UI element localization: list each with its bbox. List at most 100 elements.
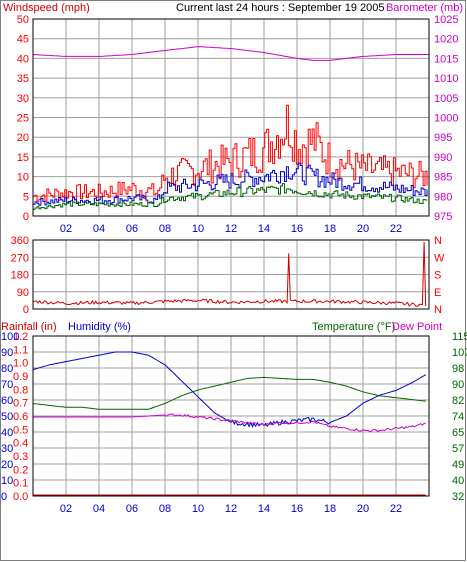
wind-direction-line — [32, 241, 427, 308]
x-tick-label: 04 — [93, 503, 105, 515]
rainfall-tick-label: 0.1 — [13, 478, 28, 490]
x-tick-label: 12 — [225, 223, 237, 235]
windspeed-tick-label: 35 — [17, 73, 29, 85]
temperature-tick-label: 40 — [452, 475, 464, 487]
rainfall-tick-label: 0.7 — [13, 398, 28, 410]
compass-tick-label: W — [434, 252, 445, 264]
barometer-tick-label: 1010 — [434, 73, 458, 85]
temperature-line — [32, 376, 426, 410]
dewpoint-line — [33, 413, 426, 433]
direction-tick-label: 270 — [11, 252, 29, 264]
barometer-tick-label: 1015 — [434, 53, 458, 65]
rainfall-tick-label: 0.2 — [13, 464, 28, 476]
humidity-tick-label: 80 — [1, 363, 13, 375]
temperature-tick-label: 65 — [452, 427, 464, 439]
rainfall-tick-label: 0.8 — [13, 384, 28, 396]
humidity-tick-label: 60 — [1, 395, 13, 407]
x-tick-label: 20 — [357, 223, 369, 235]
temperature-tick-label: 98 — [452, 363, 464, 375]
compass-tick-label: S — [434, 270, 441, 282]
humidity-tick-label: 30 — [1, 443, 13, 455]
rainfall-tick-label: 0.5 — [13, 424, 28, 436]
panel1-series — [32, 46, 429, 210]
windspeed-tick-label: 50 — [17, 14, 29, 26]
chart-title: Current last 24 hours : September 19 200… — [176, 2, 385, 14]
barometer-tick-label: 1005 — [434, 93, 458, 105]
direction-tick-label: 180 — [11, 270, 29, 282]
wind-gust-line — [33, 104, 428, 202]
x-tick-label: 06 — [126, 503, 138, 515]
x-tick-label: 08 — [159, 503, 171, 515]
temperature-axis-title: Temperature (°F) — [312, 321, 395, 333]
panel2-frame — [32, 239, 430, 310]
barometer-tick-label: 985 — [434, 172, 452, 184]
x-tick-label: 20 — [357, 503, 369, 515]
windspeed-tick-label: 25 — [17, 113, 29, 125]
temperature-tick-label: 82 — [452, 395, 464, 407]
direction-tick-label: 0 — [23, 304, 29, 316]
windspeed-tick-label: 30 — [17, 93, 29, 105]
x-tick-label: 16 — [291, 223, 303, 235]
humidity-tick-label: 10 — [1, 475, 13, 487]
temperature-tick-label: 49 — [452, 459, 464, 471]
x-tick-label: 14 — [258, 503, 270, 515]
humidity-axis-title: Humidity (%) — [68, 321, 131, 333]
rainfall-tick-label: 0.9 — [13, 371, 28, 383]
panel3-rainfall-ticks: 0.00.1 0.20.30.4 0.50.60.7 0.80.91.0 1.11.2 — [13, 331, 28, 503]
direction-tick-label: 360 — [11, 235, 29, 247]
windspeed-tick-label: 15 — [17, 152, 29, 164]
humidity-tick-label: 100 — [1, 331, 19, 343]
rainfall-tick-label: 1.0 — [13, 358, 28, 370]
barometer-tick-label: 1025 — [434, 14, 458, 26]
panel1-gridlines — [33, 18, 429, 217]
wind-speed-line — [33, 162, 428, 206]
compass-tick-label: N — [434, 304, 442, 316]
barometer-tick-label: 980 — [434, 191, 452, 203]
panel3-humidity-ticks: 0 10 20 30 40 50 60 70 80 90 100 — [1, 331, 19, 503]
windspeed-axis-title: Windspeed (mph) — [3, 2, 90, 14]
x-tick-label: 14 — [258, 223, 270, 235]
rainfall-tick-label: 0.3 — [13, 451, 28, 463]
temperature-tick-label: 107 — [452, 347, 467, 359]
windspeed-tick-label: 45 — [17, 34, 29, 46]
humidity-tick-label: 50 — [1, 411, 13, 423]
x-tick-label: 02 — [60, 503, 72, 515]
x-tick-label: 12 — [225, 503, 237, 515]
humidity-tick-label: 40 — [1, 427, 13, 439]
humidity-tick-label: 90 — [1, 347, 13, 359]
panel1-barometer-ticks: 975 980 985 990 995 1000 1005 1010 1015 1020 1025 — [434, 14, 458, 223]
panel3-temperature-ticks: 32 40 49 57 65 74 82 90 98 107 115 — [452, 331, 467, 503]
humidity-tick-label: 70 — [1, 379, 13, 391]
compass-tick-label: E — [434, 287, 441, 299]
panel3-gridlines — [33, 335, 429, 497]
rainfall-tick-label: 0.6 — [13, 411, 28, 423]
panel3-frame — [32, 335, 430, 497]
x-tick-label: 18 — [324, 223, 336, 235]
barometer-line — [32, 46, 429, 61]
x-tick-label: 10 — [192, 503, 204, 515]
windspeed-tick-label: 0 — [23, 211, 29, 223]
x-tick-label: 18 — [324, 503, 336, 515]
temperature-tick-label: 57 — [452, 443, 464, 455]
humidity-line — [32, 351, 426, 428]
panel1-x-ticks: 02 04 06 08 10 12 14 16 18 20 22 — [60, 223, 402, 235]
x-tick-label: 06 — [126, 223, 138, 235]
barometer-tick-label: 990 — [434, 152, 452, 164]
rainfall-axis-title: Rainfall (in) — [1, 321, 57, 333]
dewpoint-axis-title: Dew Point — [392, 321, 442, 333]
panel2-direction-ticks: 0 90 180 270 360 — [11, 235, 29, 316]
windspeed-tick-label: 40 — [17, 53, 29, 65]
x-tick-label: 04 — [93, 223, 105, 235]
x-tick-label: 08 — [159, 223, 171, 235]
temperature-tick-label: 90 — [452, 379, 464, 391]
windspeed-tick-label: 5 — [23, 191, 29, 203]
panel1-frame — [32, 18, 430, 217]
temperature-tick-label: 32 — [452, 491, 464, 503]
compass-tick-label: N — [434, 235, 442, 247]
barometer-tick-label: 995 — [434, 132, 452, 144]
windspeed-tick-label: 10 — [17, 172, 29, 184]
direction-tick-label: 90 — [17, 287, 29, 299]
